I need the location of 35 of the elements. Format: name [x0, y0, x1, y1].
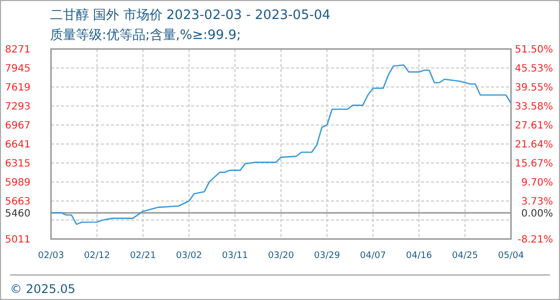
x-tick-label: 04/16 [406, 251, 432, 261]
y-tick-label: 5011 [5, 234, 30, 246]
y-tick-label: 5663 [5, 196, 30, 208]
y2-tick-label: 15.67% [514, 158, 553, 170]
y2-tick-label: 39.55% [514, 82, 553, 94]
y2-tick-label: 3.73% [521, 196, 553, 208]
x-tick-label: 03/11 [222, 251, 248, 261]
text: © 2025.05 [10, 282, 76, 296]
x-tick-label: 04/07 [360, 251, 386, 261]
y2-tick-label: 33.58% [514, 102, 553, 113]
x-tick-label: 02/12 [84, 251, 110, 261]
y2-tick-label: 0.00% [521, 208, 553, 220]
y2-tick-label: 21.64% [514, 140, 553, 151]
y-tick-label: 7293 [5, 102, 30, 112]
y2-tick-label: 51.50% [514, 44, 553, 56]
x-tick-label: 02/03 [38, 251, 64, 261]
y2-tick-label: 9.70% [521, 178, 553, 189]
y2-tick-label: -8.21% [518, 234, 553, 246]
y2-tick-label: 27.61% [514, 120, 553, 132]
y-tick-label: 8271 [5, 44, 30, 56]
x-tick-label: 03/20 [268, 251, 294, 261]
x-tick-label: 03/02 [176, 251, 202, 261]
y-tick-label: 5460 [5, 208, 30, 220]
y-tick-label: 6315 [5, 158, 30, 170]
y-tick-label: 7945 [5, 64, 30, 74]
x-tick-label: 04/25 [452, 251, 478, 261]
x-tick-label: 05/04 [498, 251, 524, 261]
y-tick-label: 6967 [5, 120, 30, 132]
y-tick-label: 5989 [5, 178, 30, 188]
y2-tick-label: 45.53% [514, 63, 553, 74]
x-tick-label: 03/29 [314, 251, 340, 261]
title: 二甘醇 国外 市场价 2023-02-03 - 2023-05-04 质量等级:优等品;含量,%≥:99.9; [50, 8, 330, 43]
y-tick-label: 7619 [5, 82, 30, 94]
x-tick-label: 02/21 [130, 251, 156, 261]
y-tick-label: 6641 [5, 140, 30, 150]
